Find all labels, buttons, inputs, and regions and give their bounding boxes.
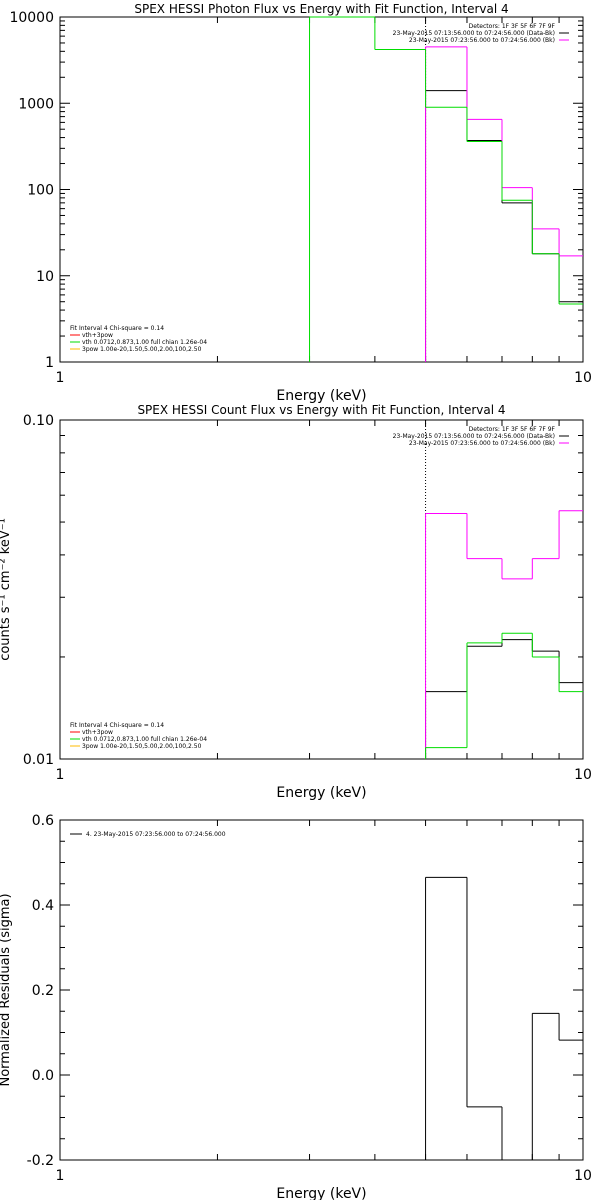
x-tick-label: 10 [574,1168,592,1184]
legend-left: Fit Interval 4 Chi-square = 0.14vth+3pow… [70,325,207,353]
plot-frame [59,419,584,760]
x-tick-label: 1 [56,767,65,783]
series-1 [425,90,583,362]
y-tick-label: 0.2 [32,983,54,999]
series-1 [425,876,583,1161]
y-ticks [60,16,583,363]
y-tick-label: 100 [27,183,54,199]
y-tick-label: -0.2 [27,1153,54,1169]
x-axis-label: Energy (keV) [276,785,366,801]
chart-panel-2: SPEX HESSI Count Flux vs Energy with Fit… [0,403,592,801]
y-tick-label: 10000 [9,10,54,26]
x-tick-label: 1 [56,1168,65,1184]
y-tick-label: 0.10 [23,413,54,429]
y-tick-label: 1 [45,355,54,371]
y-ticks [60,819,583,1161]
plot-frame [59,819,584,1161]
legend-entry: 3pow 1.00e-20,1.50,5.00,2.00,100,2.50 [82,743,202,750]
x-tick-label: 10 [574,370,592,386]
chart-title: SPEX HESSI Photon Flux vs Energy with Fi… [134,2,508,16]
y-tick-label: 10 [36,269,54,285]
legend-entry: Detectors: 1F 3F 5F 6F 7F 9F [469,23,556,30]
legend-left: Fit Interval 4 Chi-square = 0.14vth+3pow… [70,722,207,750]
legend-entry: 3pow 1.00e-20,1.50,5.00,2.00,100,2.50 [82,346,202,353]
plot-frame [59,16,584,363]
x-tick-label: 1 [56,370,65,386]
chart-panel-3: 1 10 Energy (keV) -0.2 0.0 0.2 0.4 0.6 Normalize… [0,813,592,1200]
legend-entry: Fit Interval 4 Chi-square = 0.14 [70,325,164,332]
legend-entry: Detectors: 1F 3F 5F 6F 7F 9F [469,426,556,433]
y-ticks [60,419,583,760]
series-3 [309,16,583,362]
legend-entry: vth 0.0712,0.873,1.00 full chian 1.26e-0… [82,339,207,346]
y-tick-label: 0.0 [32,1068,54,1084]
legend-left: 4. 23-May-2015 07:23:56.000 to 07:24:56.… [70,831,226,838]
x-tick-label: 10 [574,767,592,783]
y-tick-label: 0.4 [32,898,54,914]
x-axis-label: Energy (keV) [276,1186,366,1200]
legend-right: Detectors: 1F 3F 5F 6F 7F 9F23-May-2015 … [393,426,569,447]
chart-title: SPEX HESSI Count Flux vs Energy with Fit… [137,403,505,417]
y-tick-label: 0.6 [32,813,54,829]
y-axis-label: Normalized Residuals (sigma) [0,893,13,1086]
chart-panel-1: SPEX HESSI Photon Flux vs Energy with Fi… [9,2,591,404]
series-2 [425,510,583,759]
x-minor-ticks [216,820,560,1160]
y-tick-label: 0.01 [23,752,54,768]
x-minor-ticks [216,17,560,362]
y-axis-label: counts s⁻¹ cm⁻² keV⁻¹ [0,518,13,661]
y-tick-label: 1000 [18,96,54,112]
legend-entry: 23-May-2015 07:13:56.000 to 07:24:56.000… [393,30,555,37]
legend-entry: 23-May-2015 07:23:56.000 to 07:24:56.000… [409,440,555,447]
x-axis-label: Energy (keV) [276,388,366,404]
legend-entry: 23-May-2015 07:13:56.000 to 07:24:56.000… [393,433,555,440]
series-2 [425,46,583,362]
legend-right: Detectors: 1F 3F 5F 6F 7F 9F23-May-2015 … [393,23,569,44]
legend-entry: 4. 23-May-2015 07:23:56.000 to 07:24:56.… [86,831,226,838]
series-3 [425,632,583,759]
legend-entry: vth 0.0712,0.873,1.00 full chian 1.26e-0… [82,736,207,743]
legend-entry: Fit Interval 4 Chi-square = 0.14 [70,722,164,729]
legend-entry: vth+3pow [82,729,113,736]
legend-entry: vth+3pow [82,332,113,339]
x-minor-ticks [216,420,560,759]
legend-entry: 23-May-2015 07:23:56.000 to 07:24:56.000… [409,37,555,44]
